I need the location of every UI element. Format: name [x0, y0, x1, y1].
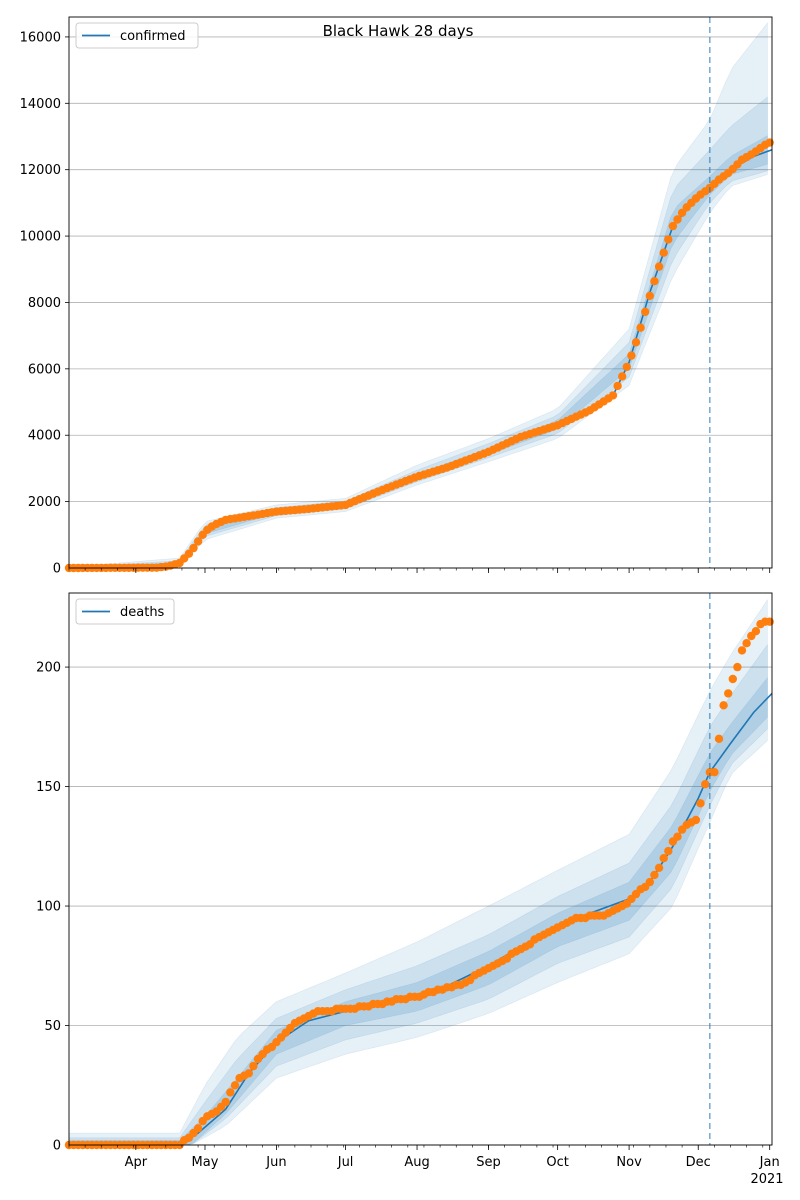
observed-point [696, 799, 705, 808]
uncertainty-band [68, 598, 768, 1146]
y-tick-label: 8000 [28, 296, 61, 311]
x-year-label: 2021 [750, 1172, 783, 1187]
observed-point [627, 351, 636, 360]
observed-point [733, 662, 742, 672]
y-tick-label: 0 [53, 1139, 61, 1154]
observed-point [691, 815, 701, 825]
x-tick-label: Nov [616, 1155, 642, 1170]
legend: confirmed [75, 22, 199, 49]
uncertainty-band [68, 22, 768, 569]
observed-point [719, 701, 728, 710]
observed-point [673, 215, 682, 224]
uncertainty-band [68, 643, 768, 1146]
observed-point [221, 1097, 230, 1107]
observed-point [710, 768, 719, 777]
observed-point [668, 221, 678, 231]
x-tick-label: Dec [686, 1155, 711, 1170]
observed-point [751, 627, 761, 636]
observed-point [622, 362, 631, 372]
uncertainty-band [68, 96, 768, 569]
observed-point [650, 277, 659, 286]
observed-point [244, 1069, 253, 1078]
observed-point [249, 1061, 258, 1071]
model-line [69, 692, 773, 1146]
observed-point [654, 863, 664, 872]
observed-point [645, 877, 654, 887]
legend-label: confirmed [120, 29, 186, 44]
observed-point [184, 549, 194, 558]
y-tick-label: 14000 [20, 97, 61, 112]
y-tick-label: 0 [53, 562, 61, 577]
deaths-panel: 0 50 100 150 200 Apr May Jun Jul Aug Sep Oct Nov Dec J… [36, 592, 780, 1170]
observed-point [677, 208, 687, 217]
observed-point [645, 291, 654, 300]
x-tick-label: Jan [759, 1155, 780, 1170]
y-tick-label: 150 [36, 780, 61, 795]
observed-point [664, 235, 673, 244]
y-tick-label: 10000 [20, 230, 61, 245]
x-tick-label: Apr [125, 1155, 148, 1170]
observed-point [737, 646, 747, 655]
axes-frame [68, 592, 773, 1146]
observed-point [701, 780, 710, 789]
y-tick-label: 6000 [28, 362, 61, 377]
observed-point [659, 248, 668, 257]
legend-label: deaths [120, 605, 165, 620]
x-tick-label: Sep [476, 1155, 501, 1170]
observed-point [641, 307, 650, 316]
observed-point [193, 537, 203, 546]
y-tick-label: 50 [44, 1019, 61, 1034]
x-tick-label: Aug [404, 1155, 429, 1170]
observed-point [728, 674, 737, 684]
chart-title: Black Hawk 28 days [323, 22, 474, 40]
y-tick-label: 2000 [28, 495, 61, 510]
confirmed-panel: 0 2000 4000 6000 8000 10000 12000 14000 16000 con… [20, 16, 774, 577]
legend-box [75, 598, 175, 625]
axes-frame [68, 16, 773, 569]
observed-point [654, 262, 664, 271]
observed-point [742, 639, 751, 648]
observed-point [724, 689, 733, 698]
observed-point [765, 617, 774, 626]
observed-point [636, 323, 645, 332]
y-tick-label: 4000 [28, 429, 61, 444]
observed-point [714, 734, 724, 743]
x-tick-label: Jul [337, 1155, 354, 1170]
observed-point [613, 381, 622, 391]
observed-point [608, 391, 618, 400]
x-tick-label: May [192, 1155, 219, 1170]
observed-point [189, 543, 198, 553]
observed-point [193, 1124, 203, 1133]
y-tick-label: 16000 [20, 30, 61, 45]
observed-point [659, 854, 668, 863]
legend-box [75, 22, 199, 49]
observed-point [226, 1088, 235, 1097]
legend: deaths [75, 598, 175, 625]
y-tick-label: 200 [36, 661, 61, 676]
x-tick-label: Oct [546, 1155, 568, 1170]
y-tick-label: 12000 [20, 163, 61, 178]
observed-point [230, 1081, 240, 1090]
observed-point [650, 870, 659, 880]
y-tick-label: 100 [36, 900, 61, 915]
observed-point [664, 846, 673, 856]
uncertainty-band [68, 135, 768, 569]
observed-point [673, 832, 682, 841]
observed-point [765, 138, 774, 147]
x-tick-label: Jun [265, 1155, 286, 1170]
observed-point [618, 372, 627, 381]
observed-point [631, 338, 641, 347]
